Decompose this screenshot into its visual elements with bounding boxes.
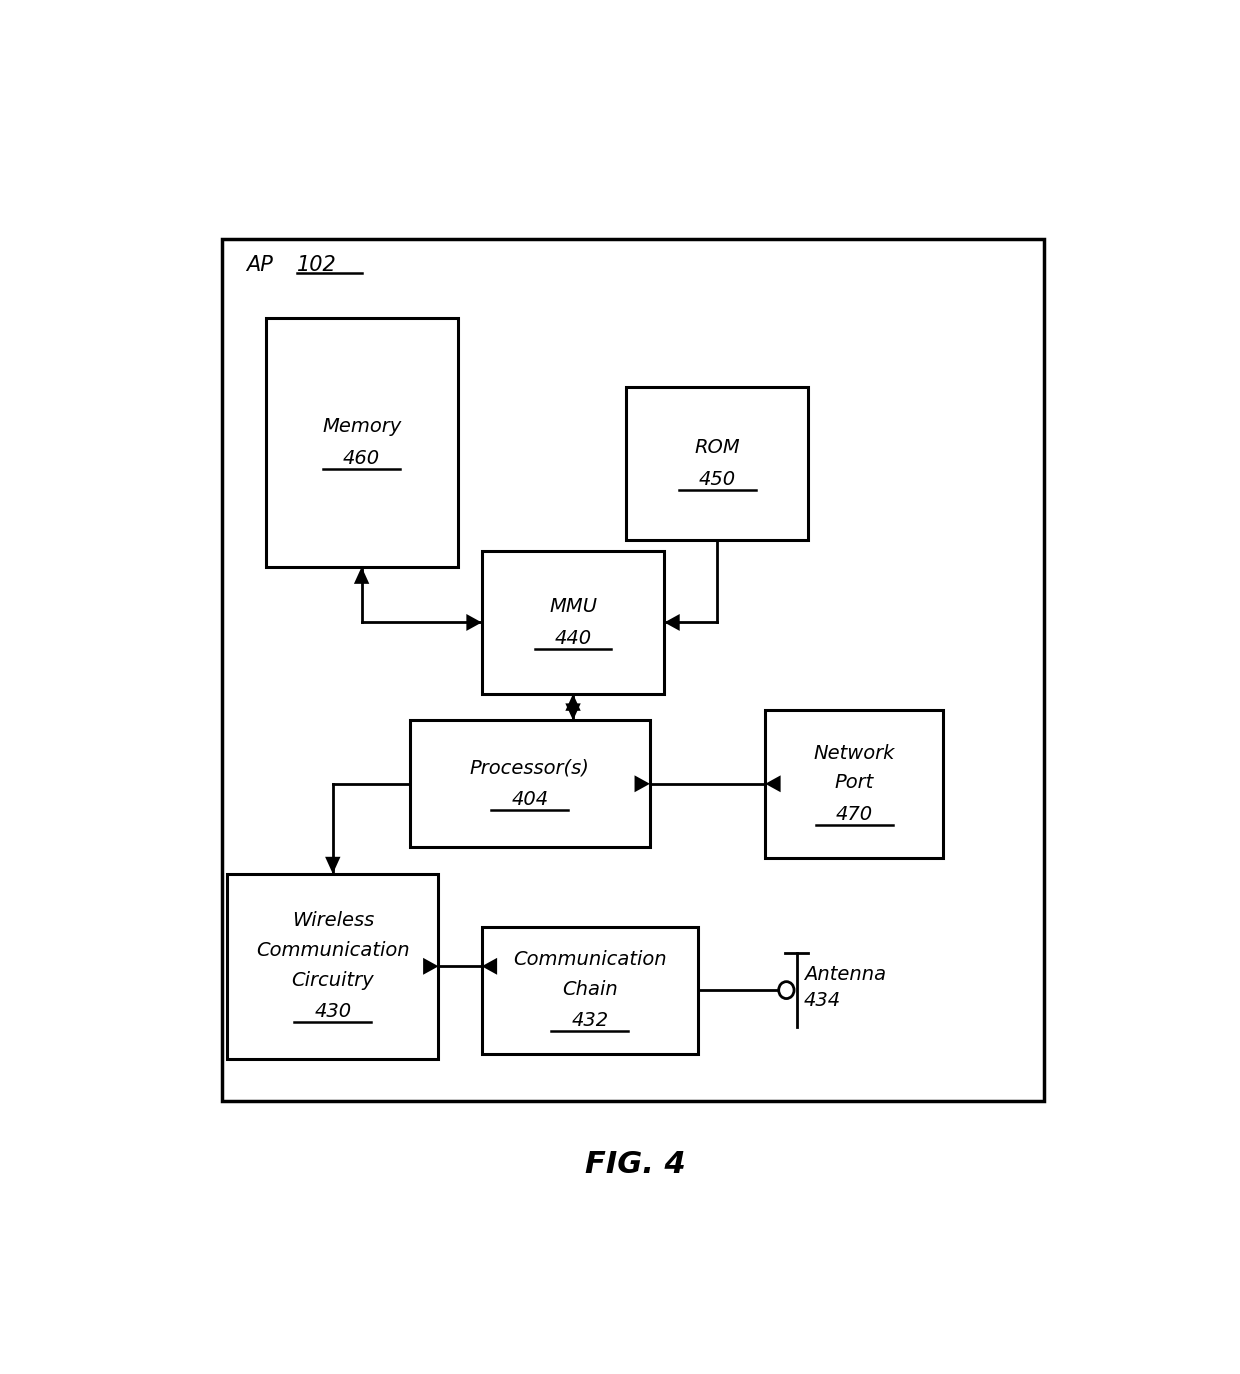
Text: Communication: Communication [255, 941, 409, 960]
Text: 470: 470 [836, 805, 873, 824]
Text: 430: 430 [314, 1002, 351, 1021]
Bar [222, 239, 1044, 1101]
Polygon shape [423, 958, 439, 974]
Text: 440: 440 [554, 629, 591, 647]
Circle shape [779, 981, 794, 999]
Text: 460: 460 [343, 449, 381, 469]
Text: Wireless: Wireless [291, 911, 374, 930]
Text: Network: Network [813, 743, 895, 763]
Text: Antenna: Antenna [804, 965, 885, 984]
Text: Circuitry: Circuitry [291, 970, 374, 989]
Polygon shape [481, 958, 497, 974]
Polygon shape [665, 614, 680, 631]
Text: Port: Port [835, 774, 874, 793]
Text: 434: 434 [804, 991, 841, 1010]
Bar [227, 874, 439, 1059]
Text: 450: 450 [698, 470, 735, 489]
Polygon shape [765, 775, 781, 793]
Text: 102: 102 [298, 256, 337, 275]
Bar [409, 720, 650, 848]
Polygon shape [325, 857, 341, 874]
Polygon shape [565, 703, 580, 720]
Text: Memory: Memory [322, 418, 402, 436]
Text: Communication: Communication [513, 949, 667, 969]
Text: FIG. 4: FIG. 4 [585, 1150, 686, 1179]
Text: Processor(s): Processor(s) [470, 758, 590, 778]
Text: 404: 404 [511, 790, 548, 809]
Text: ROM: ROM [694, 438, 740, 458]
Bar [265, 319, 458, 567]
Polygon shape [635, 775, 650, 793]
Text: Chain: Chain [562, 980, 618, 999]
Bar [481, 551, 665, 694]
Polygon shape [565, 694, 580, 710]
Bar [765, 710, 944, 857]
Text: MMU: MMU [549, 598, 596, 616]
Text: 432: 432 [572, 1011, 609, 1030]
Polygon shape [353, 567, 370, 584]
Bar [626, 387, 808, 540]
Polygon shape [466, 614, 481, 631]
Bar [481, 926, 698, 1054]
Text: AP: AP [247, 256, 273, 275]
